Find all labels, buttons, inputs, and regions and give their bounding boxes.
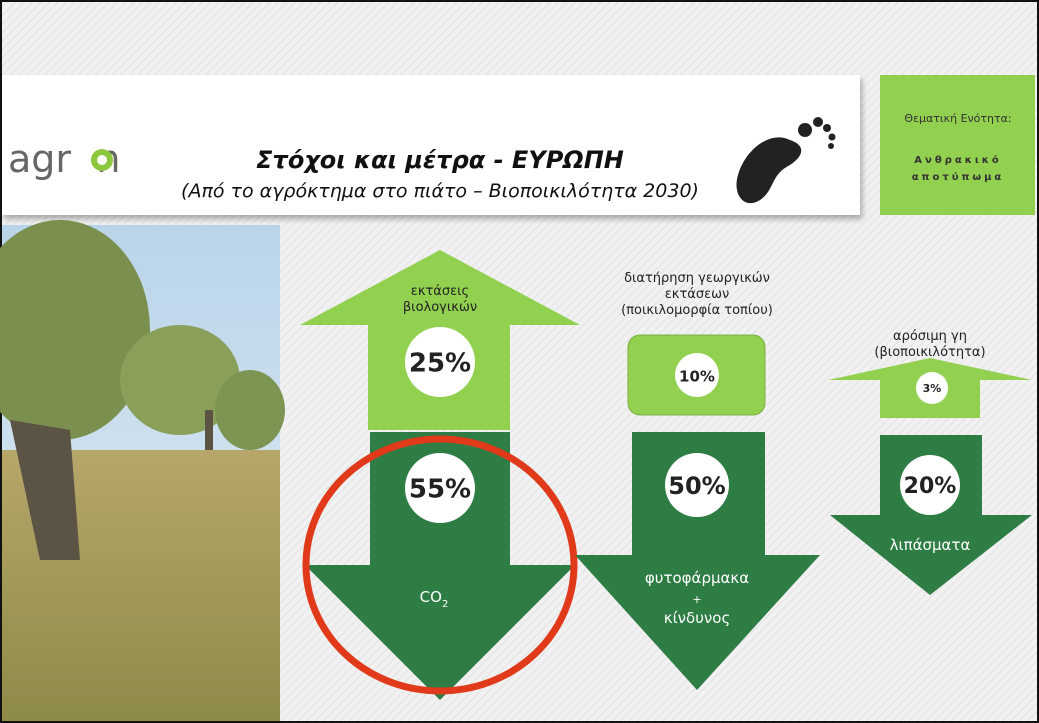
logo-icon [91, 149, 113, 171]
theme-label: Θεματική Ενότητα: [904, 112, 1011, 125]
decrease-value: 50% [668, 472, 725, 500]
theme-box [880, 75, 1035, 215]
decrease-value: 55% [409, 475, 471, 505]
photo [0, 220, 285, 721]
increase-value: 3% [923, 382, 942, 395]
subtitle: (Από το αγρόκτημα στο πιάτο – Βιοποικιλό… [181, 180, 699, 202]
decrease-value: 20% [904, 474, 957, 499]
decrease-label: λιπάσματα [890, 536, 971, 554]
increase-value: 25% [409, 349, 471, 379]
title: Στόχοι και μέτρα - ΕΥΡΩΠΗ [256, 146, 624, 174]
increase-value: 10% [679, 368, 715, 386]
slide: agrn Στόχοι και μέτρα - ΕΥΡΩΠΗ (Από το α… [0, 0, 1039, 723]
